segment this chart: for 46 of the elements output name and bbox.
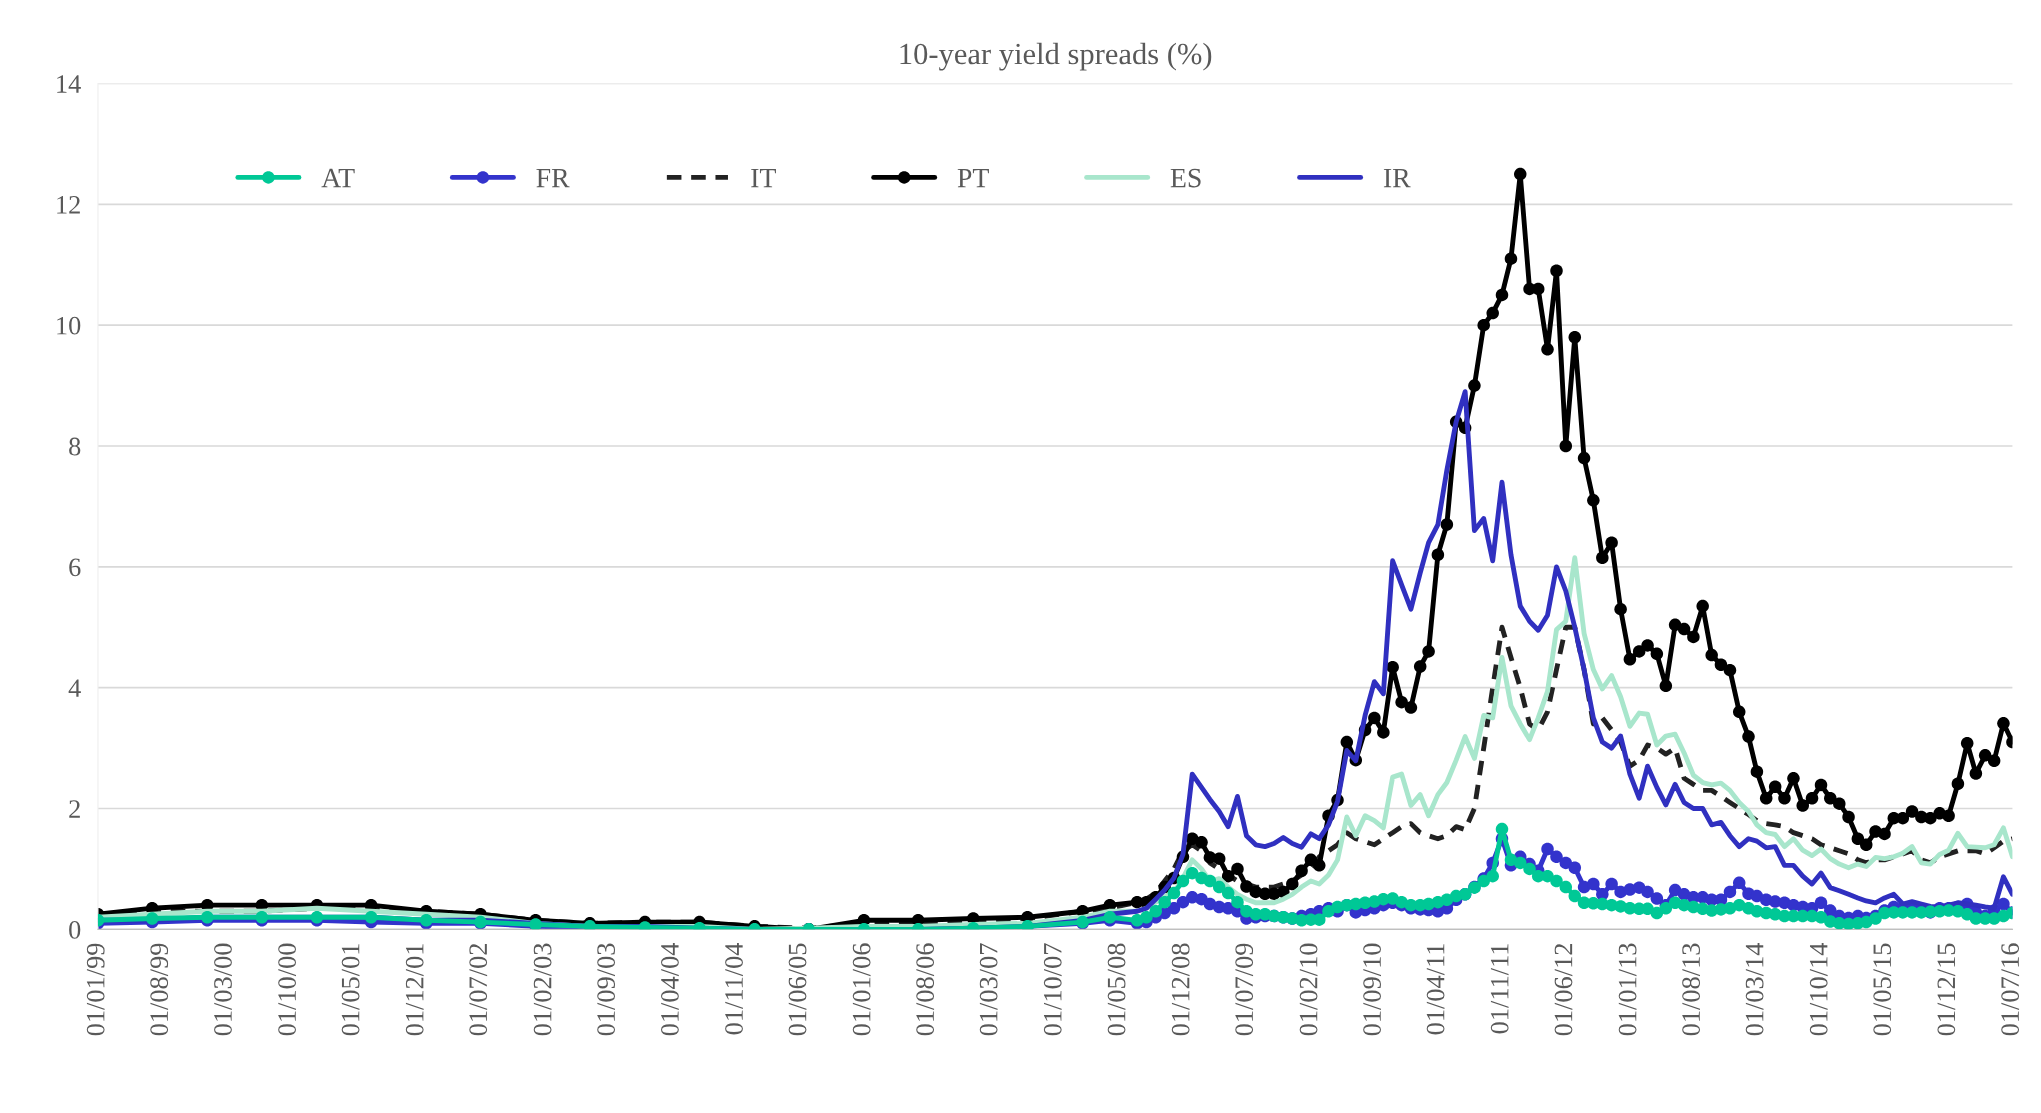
x-tick-label: 01/06/12 [1554,944,1573,1036]
x-tick-label: 01/07/09 [1235,943,1254,1036]
x-tick-label: 01/09/10 [1363,943,1381,1036]
x-tick-label: 01/04/11 [1426,944,1445,1035]
x-tick-label: 01/11/04 [725,942,743,1035]
x-tick-label: 01/10/00 [278,943,296,1036]
x-tick-label: 01/02/03 [533,943,552,1036]
x-tick-label: 01/09/03 [597,943,616,1036]
x-tick-label: 01/05/01 [341,944,360,1036]
x-tick-label: 01/12/15 [1937,943,1956,1036]
x-tick-label: 01/05/08 [1107,943,1126,1036]
legend-label: ES [1170,168,1201,188]
legend-label: IT [751,168,776,188]
x-tick-label: 01/12/08 [1171,943,1190,1036]
y-tick-label: 12 [57,196,80,214]
legend-label: FR [536,168,570,188]
y-tick-label: 0 [69,920,81,939]
x-tick-label: 01/08/99 [150,943,169,1036]
x-tick-label: 01/01/99 [86,943,105,1036]
y-tick-label: 6 [69,558,81,577]
x-tick-label: 01/03/00 [214,943,232,1036]
y-tick-label: 4 [68,679,81,697]
x-tick-label: 01/11/11 [1490,944,1509,1034]
y-tick-label: 2 [69,800,80,818]
x-tick-label: 01/06/05 [788,943,807,1036]
x-tick-label: 01/03/07 [979,943,998,1036]
y-tick-label: 14 [57,75,81,93]
y-tick-label: 10 [57,316,81,335]
x-tick-label: 01/05/15 [1873,943,1892,1036]
x-tick-label: 01/07/16 [2001,943,2020,1036]
x-tick-label: 01/03/14 [1745,942,1764,1036]
x-tick-label: 01/08/13 [1682,943,1701,1036]
legend-label: PT [957,168,989,188]
x-tick-label: 01/01/06 [852,943,871,1036]
x-tick-label: 01/10/07 [1043,943,1062,1036]
legend-label: AT [321,168,355,188]
legend-label: IR [1383,168,1411,188]
x-tick-label: 01/01/13 [1618,943,1637,1036]
x-tick-label: 01/07/02 [469,944,488,1036]
x-tick-label: 01/10/14 [1809,942,1828,1036]
x-tick-label: 01/04/04 [661,942,679,1036]
chart-title: 10-year yield spreads (%) [900,42,1212,71]
x-tick-label: 01/12/01 [405,944,424,1036]
x-tick-label: 01/02/10 [1299,943,1318,1036]
x-tick-label: 01/08/06 [916,943,935,1036]
y-tick-label: 8 [69,437,81,456]
